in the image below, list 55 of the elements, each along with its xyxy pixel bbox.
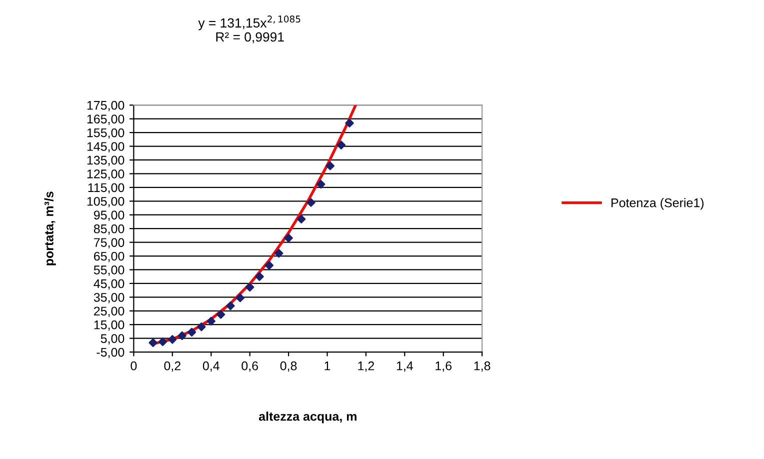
point (206, 316, 216, 326)
point (316, 180, 326, 189)
legend-label: Potenza (Serie1) (612, 198, 704, 210)
point (326, 162, 335, 170)
text: y = 131,15x$^{2,1085}$ (198, 16, 300, 30)
x-axis-title: altezza acqua, m (258, 412, 356, 424)
y-tick-label: 55,00 (94, 266, 124, 276)
x-tick-label: 1,2 (358, 361, 374, 372)
x-tick-label: 0,2 (164, 361, 180, 372)
y-tick-label: 165,00 (87, 114, 124, 125)
y-tick-label: 155,00 (87, 128, 124, 139)
y-tick-label: 45,00 (94, 279, 124, 290)
y-tick-label: 135,00 (87, 156, 124, 166)
point (274, 248, 284, 258)
point (178, 331, 186, 340)
x-tick-label: 1,8 (474, 361, 490, 372)
point (148, 338, 158, 348)
text: R² = 0,9991 (216, 32, 284, 44)
y-tick-label: 5,00 (100, 334, 124, 344)
x-tick-label: 0,8 (280, 361, 297, 372)
x-tick-label: 0,4 (202, 361, 220, 372)
point (216, 310, 226, 319)
x-tick-label: 1,6 (436, 361, 452, 372)
y-tick-label: 35,00 (94, 292, 124, 304)
x-tick-label: 1 (324, 362, 330, 370)
y-tick-label: 115,00 (88, 183, 124, 194)
point (245, 282, 254, 292)
y-tick-label: 15,00 (94, 320, 124, 331)
point (168, 335, 177, 344)
y-tick-label: 175,00 (87, 100, 124, 112)
point (158, 337, 168, 346)
y-tick-label: 105,00 (87, 196, 124, 208)
point (264, 260, 274, 270)
point (345, 118, 354, 128)
point (336, 140, 346, 150)
point (187, 328, 196, 337)
y-tick-label: 25,00 (94, 306, 124, 318)
y-tick-label: 85,00 (94, 224, 124, 235)
y-tick-label: 95,00 (94, 210, 124, 221)
point (255, 272, 264, 281)
point (236, 293, 245, 302)
point (197, 322, 206, 332)
y-tick-label: 145,00 (87, 142, 124, 152)
y-tick-label: 75,00 (94, 238, 124, 248)
point (296, 214, 306, 224)
y-tick-label: 125,00 (87, 170, 124, 180)
y-tick-label: -5,00 (96, 348, 124, 358)
x-tick-label: 0,6 (242, 361, 258, 372)
y-tick-label: 65,00 (94, 252, 124, 262)
x-tick-label: 0 (130, 361, 137, 370)
point (284, 234, 293, 242)
y-axis-title: portata, m³/s (44, 192, 56, 266)
point (226, 301, 235, 310)
point (306, 198, 316, 207)
x-tick-label: 1,4 (396, 362, 413, 372)
